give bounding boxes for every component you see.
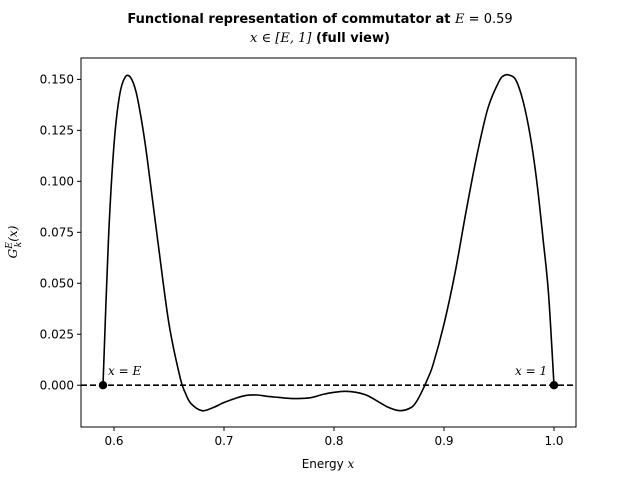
x-tick-label: 0.6 — [104, 434, 123, 448]
plot-area — [80, 57, 577, 428]
y-tick-label: 0.000 — [40, 379, 74, 393]
axes-frame — [80, 57, 577, 428]
y-tick-label: 0.150 — [40, 73, 74, 87]
marker-label-x-eq-1: x = 1 — [515, 364, 547, 378]
y-tick-label: 0.125 — [40, 124, 74, 138]
y-axis-label: GEk(x) — [5, 225, 24, 258]
y-tick-label: 0.075 — [40, 226, 74, 240]
y-tick-label: 0.100 — [40, 175, 74, 189]
y-tick-label: 0.025 — [40, 328, 74, 342]
y-axis-ticks: 0.000 0.025 0.050 0.075 0.100 0.125 0.150 — [40, 73, 81, 393]
x-tick-label: 1.0 — [544, 434, 563, 448]
x-axis-ticks: 0.6 0.7 0.8 0.9 1.0 — [104, 427, 564, 448]
x-tick-label: 0.9 — [434, 434, 453, 448]
x-tick-label: 0.7 — [214, 434, 233, 448]
x-axis-label: Energy x — [302, 457, 355, 471]
endpoint-marker-2 — [549, 381, 559, 390]
chart-title-line2: x ∈ [E, 1] (full view) — [250, 31, 390, 46]
y-tick-label: 0.050 — [40, 277, 74, 291]
endpoint-marker-1 — [98, 381, 108, 390]
chart-title-line1: Functional representation of commutator … — [127, 12, 512, 27]
x-tick-label: 0.8 — [324, 434, 343, 448]
commutator-curve — [102, 73, 555, 412]
marker-label-x-eq-e: x = E — [108, 364, 141, 378]
